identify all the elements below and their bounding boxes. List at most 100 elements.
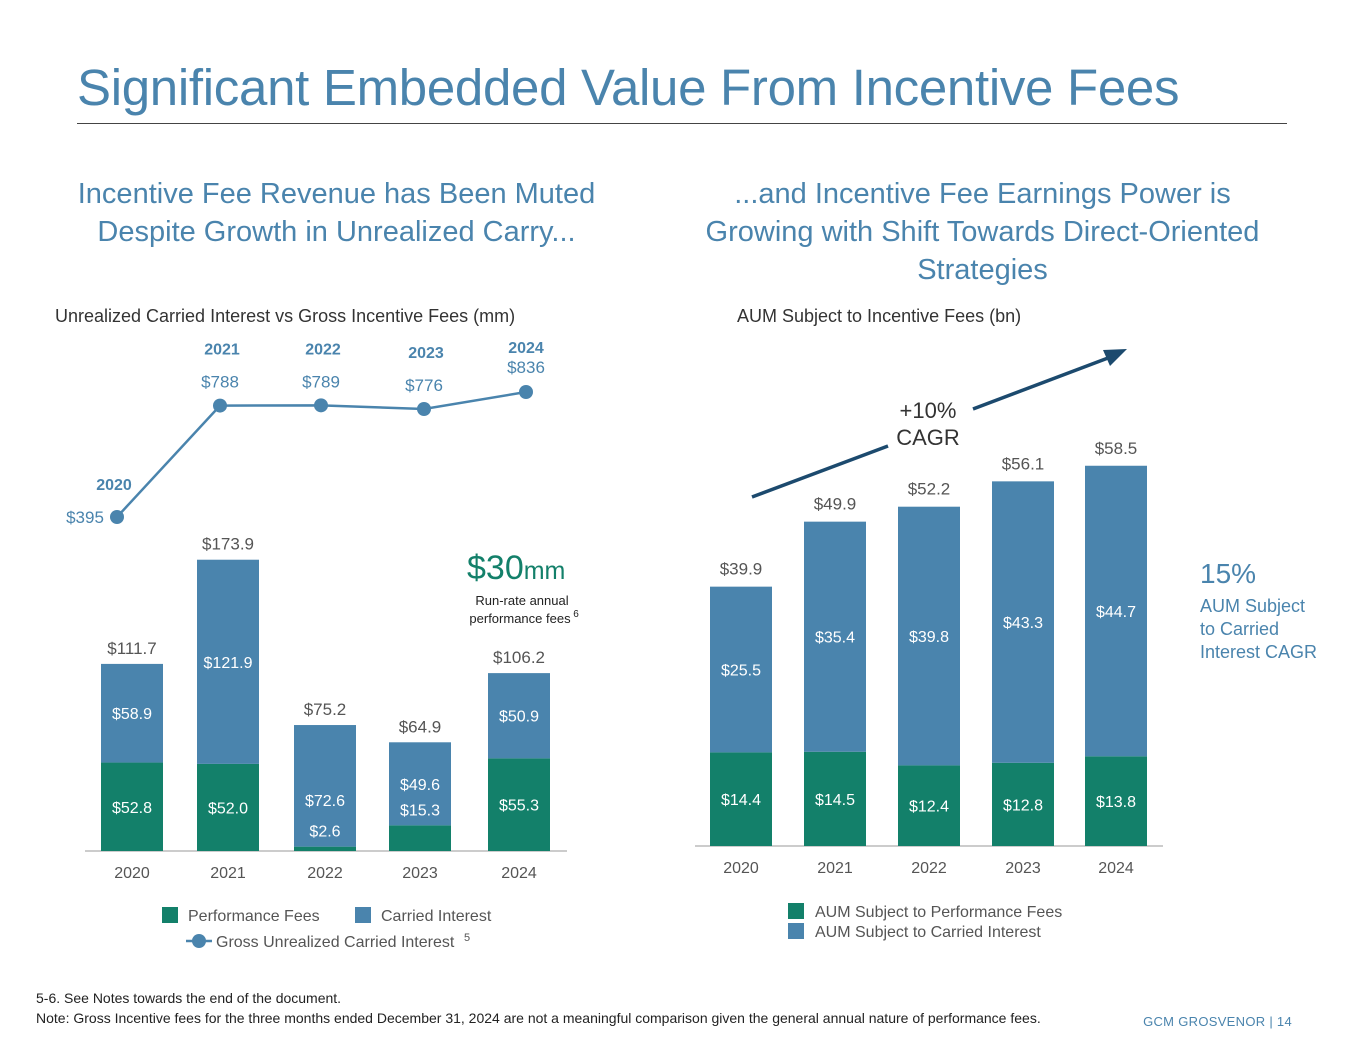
left-line-point-2024 — [519, 385, 533, 399]
right-bar-performance-2024 — [1085, 756, 1147, 846]
left-carried-label-2023: $49.6 — [400, 777, 440, 794]
left-line-year-2021: 2021 — [204, 342, 240, 359]
right-x-tick-2021: 2021 — [817, 860, 853, 877]
right-cagr-arrow-head — [1103, 349, 1127, 366]
right-cagr-arrow-segment-2 — [972, 356, 1109, 411]
left-carried-label-2021: $121.9 — [204, 655, 253, 672]
left-total-label-2023: $64.9 — [399, 717, 442, 736]
right-side-callout-line-2: to Carried — [1200, 619, 1279, 639]
left-line-value-2024: $836 — [507, 358, 545, 377]
right-chart-title: AUM Subject to Incentive Fees (bn) — [737, 306, 1022, 326]
left-chart-title: Unrealized Carried Interest vs Gross Inc… — [55, 306, 516, 326]
left-carried-label-2024: $50.9 — [499, 709, 539, 726]
right-bar-carried-2021 — [804, 521, 866, 752]
right-cagr-line2: CAGR — [896, 425, 960, 450]
right-x-tick-2022: 2022 — [911, 860, 947, 877]
right-x-tick-2024: 2024 — [1098, 860, 1134, 877]
left-legend-line-dot — [192, 934, 206, 948]
left-line-value-2023: $776 — [405, 376, 443, 395]
left-line-point-2020 — [110, 510, 124, 524]
left-x-tick-2023: 2023 — [402, 865, 438, 882]
right-bar-carried-2024 — [1085, 465, 1147, 757]
left-callout-unit: mm — [524, 557, 566, 585]
left-bar-performance-2022 — [294, 846, 356, 851]
left-bar-performance-2020 — [101, 762, 163, 851]
right-total-label-2023: $56.1 — [1002, 454, 1045, 473]
left-performance-label-2020: $52.8 — [112, 800, 152, 817]
right-total-label-2020: $39.9 — [720, 560, 763, 579]
left-line-point-2023 — [417, 402, 431, 417]
left-bar-performance-2021 — [197, 763, 259, 851]
left-line-point-2022 — [314, 398, 328, 413]
right-carried-label-2024: $44.7 — [1096, 604, 1136, 621]
left-performance-label-2024: $55.3 — [499, 798, 539, 815]
left-total-label-2021: $173.9 — [202, 535, 254, 554]
left-line-year-2020: 2020 — [96, 477, 132, 494]
footnote-note: Note: Gross Incentive fees for the three… — [36, 1010, 1041, 1026]
right-subheading: ...and Incentive Fee Earnings Power is G… — [705, 178, 1260, 286]
right-cagr-arrow-segment-1 — [751, 444, 889, 499]
left-carried-label-2020: $58.9 — [112, 706, 152, 723]
right-performance-label-2022: $12.4 — [909, 799, 949, 816]
right-bar-carried-2023 — [992, 481, 1054, 763]
left-legend-label-line: Gross Unrealized Carried Interest — [216, 934, 455, 951]
right-total-label-2022: $52.2 — [908, 480, 951, 499]
right-bar-performance-2020 — [710, 752, 772, 846]
left-line-value-2020: $395 — [66, 508, 104, 527]
left-x-tick-2024: 2024 — [501, 865, 537, 882]
right-side-callout-line-3: Interest CAGR — [1200, 642, 1317, 662]
left-carried-label-2022: $72.6 — [305, 793, 345, 810]
left-performance-label-2022: $2.6 — [309, 824, 340, 841]
right-legend-swatch-performance — [788, 903, 804, 919]
right-x-tick-2023: 2023 — [1005, 860, 1041, 877]
left-bar-carried-2020 — [101, 663, 163, 763]
left-total-label-2020: $111.7 — [107, 639, 156, 658]
footnote-references: 5-6. See Notes towards the end of the do… — [36, 990, 342, 1006]
right-total-label-2024: $58.5 — [1095, 439, 1138, 458]
left-bar-carried-2023 — [389, 742, 451, 826]
left-legend-swatch-carried — [355, 907, 371, 923]
right-bar-carried-2020 — [710, 586, 772, 753]
left-callout-line1: Run-rate annual — [475, 593, 568, 608]
right-carried-label-2023: $43.3 — [1003, 615, 1043, 632]
right-bar-performance-2022 — [898, 765, 960, 846]
right-legend-swatch-carried — [788, 923, 804, 939]
left-callout-amount: $30mm — [467, 549, 565, 587]
left-performance-label-2021: $52.0 — [208, 800, 248, 817]
right-side-callout-line-1: AUM Subject — [1200, 596, 1305, 616]
right-x-tick-2020: 2020 — [723, 860, 759, 877]
right-carried-label-2021: $35.4 — [815, 630, 855, 647]
right-bar-carried-2022 — [898, 506, 960, 766]
left-callout-superscript: 6 — [573, 609, 579, 620]
left-line-point-2021 — [213, 398, 227, 413]
right-bar-performance-2023 — [992, 762, 1054, 846]
left-line-year-2023: 2023 — [408, 345, 444, 362]
left-legend-label-carried: Carried Interest — [381, 908, 492, 925]
title-divider — [77, 123, 1287, 124]
right-legend-label-carried: AUM Subject to Carried Interest — [815, 924, 1041, 941]
left-callout-line2: performance fees — [469, 611, 571, 626]
right-carried-label-2020: $25.5 — [721, 663, 761, 680]
left-total-label-2022: $75.2 — [304, 700, 347, 719]
left-x-tick-2022: 2022 — [307, 865, 343, 882]
left-bar-performance-2023 — [389, 825, 451, 851]
left-line-year-2022: 2022 — [305, 341, 341, 358]
right-performance-label-2020: $14.4 — [721, 792, 761, 809]
left-line-value-2021: $788 — [201, 373, 239, 392]
left-legend-label-performance: Performance Fees — [188, 908, 320, 925]
right-total-label-2021: $49.9 — [814, 495, 857, 514]
footer-brand: GCM GROSVENOR | 14 — [1143, 1014, 1292, 1029]
left-legend-swatch-performance — [162, 907, 178, 923]
right-cagr-line1: +10% — [900, 398, 957, 423]
left-x-tick-2020: 2020 — [114, 865, 150, 882]
page-title: Significant Embedded Value From Incentiv… — [77, 59, 1180, 116]
right-performance-label-2023: $12.8 — [1003, 797, 1043, 814]
left-subheading: Incentive Fee Revenue has Been Muted Des… — [77, 178, 596, 248]
left-legend-superscript: 5 — [464, 932, 470, 944]
left-x-tick-2021: 2021 — [210, 865, 246, 882]
left-bar-performance-2024 — [488, 758, 550, 851]
left-bar-carried-2024 — [488, 673, 550, 759]
left-total-label-2024: $106.2 — [493, 648, 545, 667]
left-performance-label-2023: $15.3 — [400, 802, 440, 819]
